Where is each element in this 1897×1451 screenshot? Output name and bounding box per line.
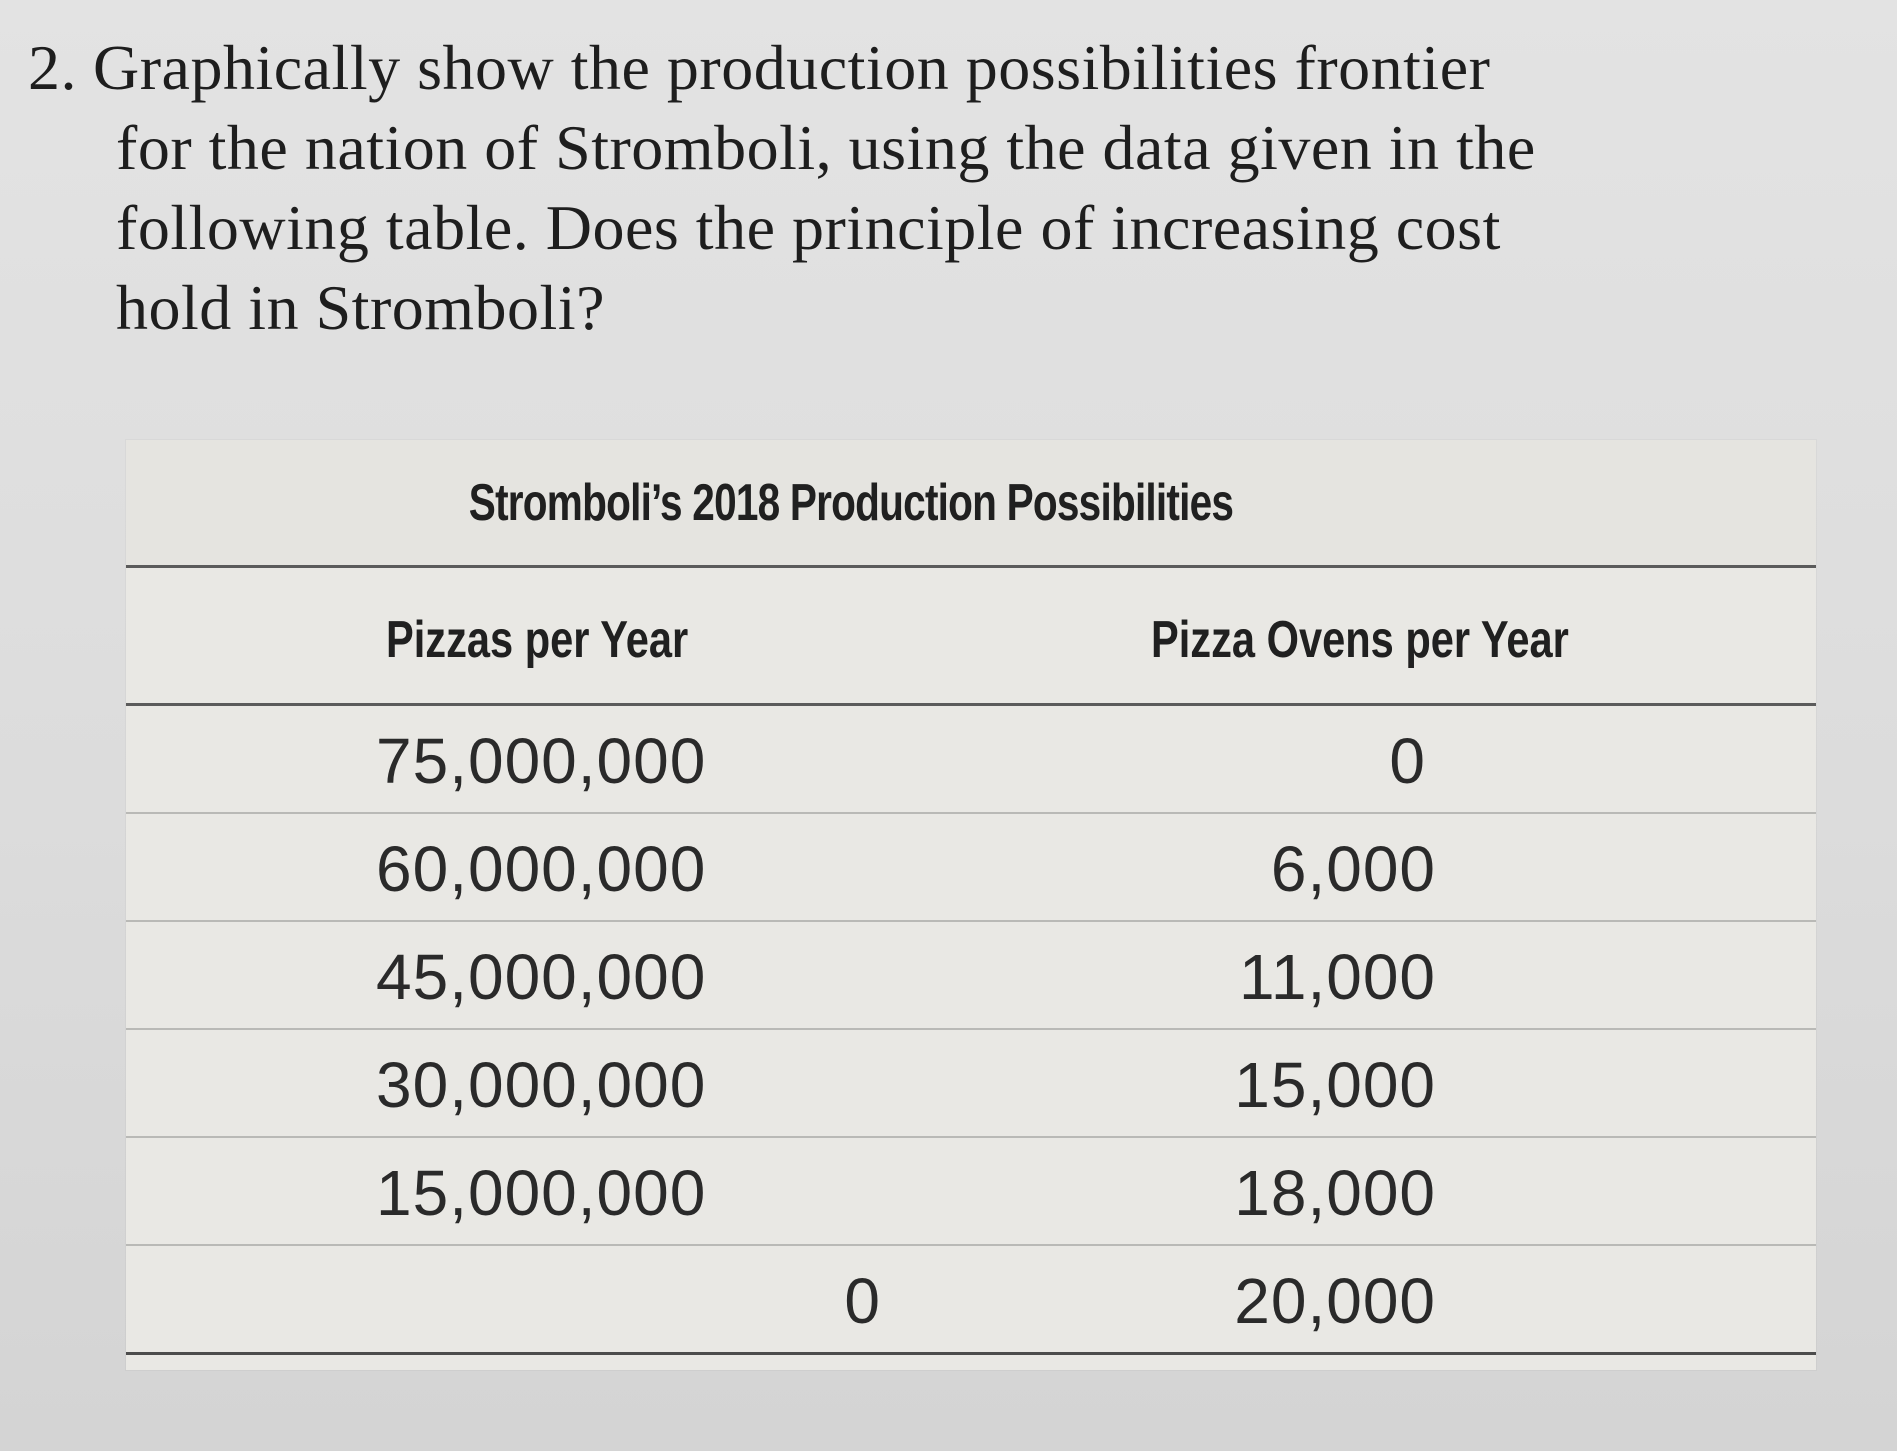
pizzas-cell: 30,000,000 [376,1049,707,1121]
ovens-cell: 6,000 [1270,833,1436,905]
table-body: 75,000,000 0 60,000,000 6,000 45,000,000… [126,706,1816,1355]
table-title-row: Stromboli’s 2018 Production Possibilitie… [126,440,1816,568]
question-line-3: following table. Does the principle of i… [116,192,1501,263]
question-line-2: for the nation of Stromboli, using the d… [116,112,1536,183]
ovens-cell: 15,000 [1234,1049,1436,1121]
table-row: 0 20,000 [126,1246,1816,1355]
table-row: 30,000,000 15,000 [126,1030,1816,1138]
table-header-row: Pizzas per Year Pizza Ovens per Year [126,568,1816,706]
table-row: 15,000,000 18,000 [126,1138,1816,1246]
ovens-cell: 0 [1389,725,1426,797]
question-line-1: 2. Graphically show the production possib… [28,28,1728,108]
table-row: 60,000,000 6,000 [126,814,1816,922]
question-text: 2. Graphically show the production possib… [28,28,1728,348]
ovens-cell: 11,000 [1239,941,1436,1013]
pizzas-cell: 15,000,000 [376,1157,707,1229]
table-title: Stromboli’s 2018 Production Possibilitie… [468,473,1234,532]
question-line-1-text: Graphically show the production possibil… [93,32,1491,103]
ovens-cell: 18,000 [1234,1157,1436,1229]
pizzas-cell: 0 [844,1265,881,1337]
ovens-cell: 20,000 [1234,1265,1436,1337]
question-line-4: hold in Stromboli? [116,272,605,343]
column-header-ovens: Pizza Ovens per Year [1151,611,1569,669]
production-table: Stromboli’s 2018 Production Possibilitie… [126,440,1816,1370]
table-row: 75,000,000 0 [126,706,1816,814]
table-row: 45,000,000 11,000 [126,922,1816,1030]
pizzas-cell: 75,000,000 [376,725,707,797]
question-number: 2. [28,32,77,103]
pizzas-cell: 60,000,000 [376,833,707,905]
pizzas-cell: 45,000,000 [376,941,707,1013]
column-header-pizzas: Pizzas per Year [386,611,689,669]
